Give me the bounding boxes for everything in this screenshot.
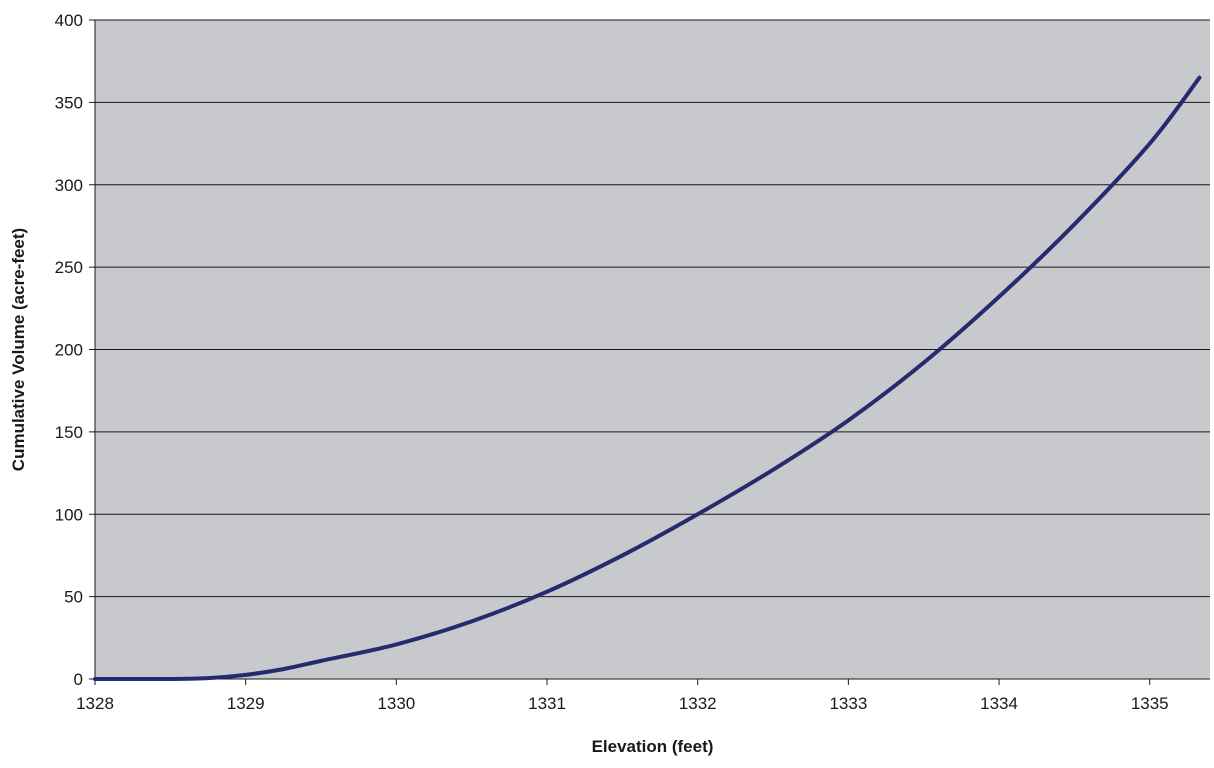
x-tick-label: 1333 — [829, 694, 867, 713]
y-tick-label: 250 — [55, 258, 83, 277]
x-tick-label: 1331 — [528, 694, 566, 713]
y-tick-label: 0 — [74, 670, 83, 689]
x-tick-label: 1329 — [227, 694, 265, 713]
x-tick-label: 1328 — [76, 694, 114, 713]
x-tick-label: 1334 — [980, 694, 1018, 713]
y-tick-label: 300 — [55, 176, 83, 195]
y-axis-title: Cumulative Volume (acre-feet) — [9, 228, 28, 471]
x-axis-title: Elevation (feet) — [592, 737, 714, 756]
x-tick-label: 1332 — [679, 694, 717, 713]
x-tick-label: 1335 — [1131, 694, 1169, 713]
y-tick-label: 100 — [55, 505, 83, 524]
x-tick-label: 1330 — [377, 694, 415, 713]
y-tick-label: 350 — [55, 93, 83, 112]
y-tick-label: 400 — [55, 11, 83, 30]
y-tick-label: 150 — [55, 423, 83, 442]
y-tick-label: 200 — [55, 341, 83, 360]
y-tick-label: 50 — [64, 588, 83, 607]
